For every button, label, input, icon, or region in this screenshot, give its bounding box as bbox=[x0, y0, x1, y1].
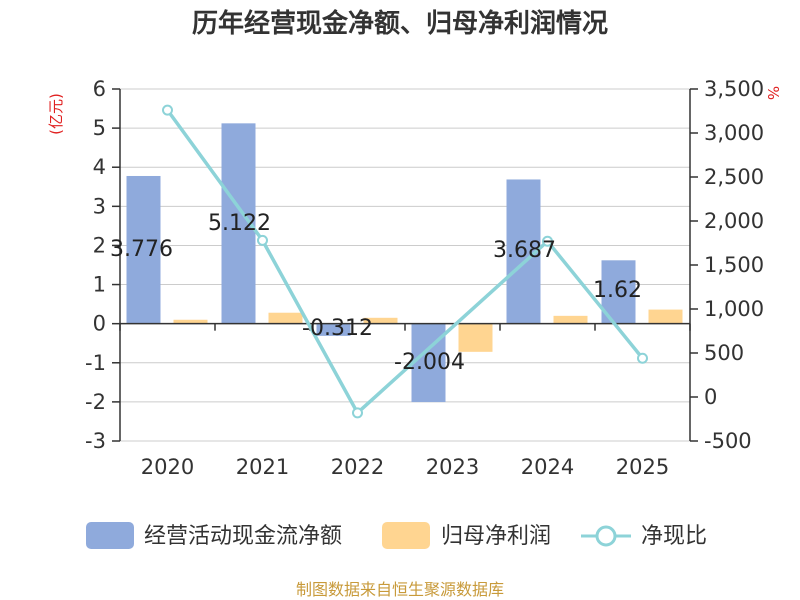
y-right-tick-label: 0 bbox=[704, 385, 717, 409]
y-right-tick-label: 500 bbox=[704, 341, 744, 365]
data-label-cashflow-2021: 5.122 bbox=[208, 211, 271, 236]
y-right-tick-label: 3,500 bbox=[704, 77, 764, 101]
y-left-tick-label: 6 bbox=[93, 77, 106, 101]
bar-netprofit-2024 bbox=[553, 315, 588, 324]
y-left-tick-label: -1 bbox=[85, 351, 106, 375]
y-left-tick-label: 0 bbox=[93, 312, 106, 336]
y-right-unit-label: % bbox=[764, 86, 782, 100]
y-left-unit-label: (亿元) bbox=[47, 93, 65, 135]
bar-cashflow-2022 bbox=[316, 323, 351, 336]
y-left-tick-label: 5 bbox=[93, 116, 106, 140]
data-label-cashflow-2020: 3.776 bbox=[110, 237, 173, 262]
axes bbox=[112, 88, 698, 442]
bar-netprofit-2022 bbox=[363, 317, 398, 324]
data-label-cashflow-2023: -2.004 bbox=[394, 350, 465, 375]
legend-swatch-ratio-marker bbox=[595, 525, 617, 547]
x-tick-label-2021: 2021 bbox=[236, 455, 289, 479]
series-netprofit-bars bbox=[173, 309, 683, 352]
y-left-tick-label: 3 bbox=[93, 194, 106, 218]
ratio-point-2022 bbox=[352, 407, 363, 419]
bar-netprofit-2020 bbox=[173, 319, 208, 324]
bar-netprofit-2021 bbox=[268, 312, 303, 324]
legend-label-ratio: 净现比 bbox=[641, 524, 707, 549]
chart-title: 历年经营现金净额、归母净利润情况 bbox=[192, 8, 608, 39]
ratio-point-2025 bbox=[637, 352, 648, 364]
x-tick-label-2025: 2025 bbox=[616, 455, 669, 479]
tick-labels: 6 5 4 3 2 1 0 -1 -2 -3 3,500 3,000 2,500 2,000 1,500 1,… bbox=[85, 77, 764, 479]
y-left-tick-label: 2 bbox=[93, 233, 106, 257]
y-right-tick-label: -500 bbox=[704, 429, 752, 453]
y-right-tick-label: 2,000 bbox=[704, 209, 764, 233]
legend-swatch-netprofit bbox=[382, 522, 430, 549]
source-note: 制图数据来自恒生聚源数据库 bbox=[296, 580, 504, 599]
ratio-point-2021 bbox=[257, 234, 268, 246]
y-right-tick-label: 1,500 bbox=[704, 253, 764, 277]
series-cashflow-bars bbox=[126, 123, 636, 403]
bar-cashflow-2020 bbox=[126, 175, 161, 324]
data-labels: 3.776 5.122 -0.312 -2.004 3.687 1.62 bbox=[110, 211, 642, 375]
legend-swatch-cashflow bbox=[86, 522, 134, 549]
x-tick-label-2024: 2024 bbox=[521, 455, 574, 479]
x-tick-label-2023: 2023 bbox=[426, 455, 479, 479]
y-left-tick-label: -2 bbox=[85, 390, 106, 414]
y-left-tick-label: -3 bbox=[85, 429, 106, 453]
x-tick-label-2020: 2020 bbox=[141, 455, 194, 479]
legend-label-cashflow: 经营活动现金流净额 bbox=[144, 524, 342, 549]
bar-netprofit-2025 bbox=[648, 309, 683, 324]
y-left-tick-label: 4 bbox=[93, 155, 106, 179]
legend-label-netprofit: 归母净利润 bbox=[441, 524, 551, 549]
ratio-point-2024 bbox=[542, 235, 553, 247]
bar-netprofit-2023 bbox=[458, 323, 493, 352]
legend: 经营活动现金流净额 归母净利润 净现比 bbox=[86, 522, 707, 549]
data-label-cashflow-2024: 3.687 bbox=[493, 238, 556, 263]
y-left-tick-label: 1 bbox=[93, 273, 106, 297]
y-right-tick-label: 1,000 bbox=[704, 297, 764, 321]
x-tick-label-2022: 2022 bbox=[331, 455, 384, 479]
y-right-tick-label: 3,000 bbox=[704, 121, 764, 145]
data-label-cashflow-2022: -0.312 bbox=[302, 316, 373, 341]
series-ratio-line bbox=[162, 104, 648, 419]
y-right-tick-label: 2,500 bbox=[704, 165, 764, 189]
data-label-cashflow-2025: 1.62 bbox=[593, 278, 642, 303]
ratio-point-2020 bbox=[162, 104, 173, 116]
